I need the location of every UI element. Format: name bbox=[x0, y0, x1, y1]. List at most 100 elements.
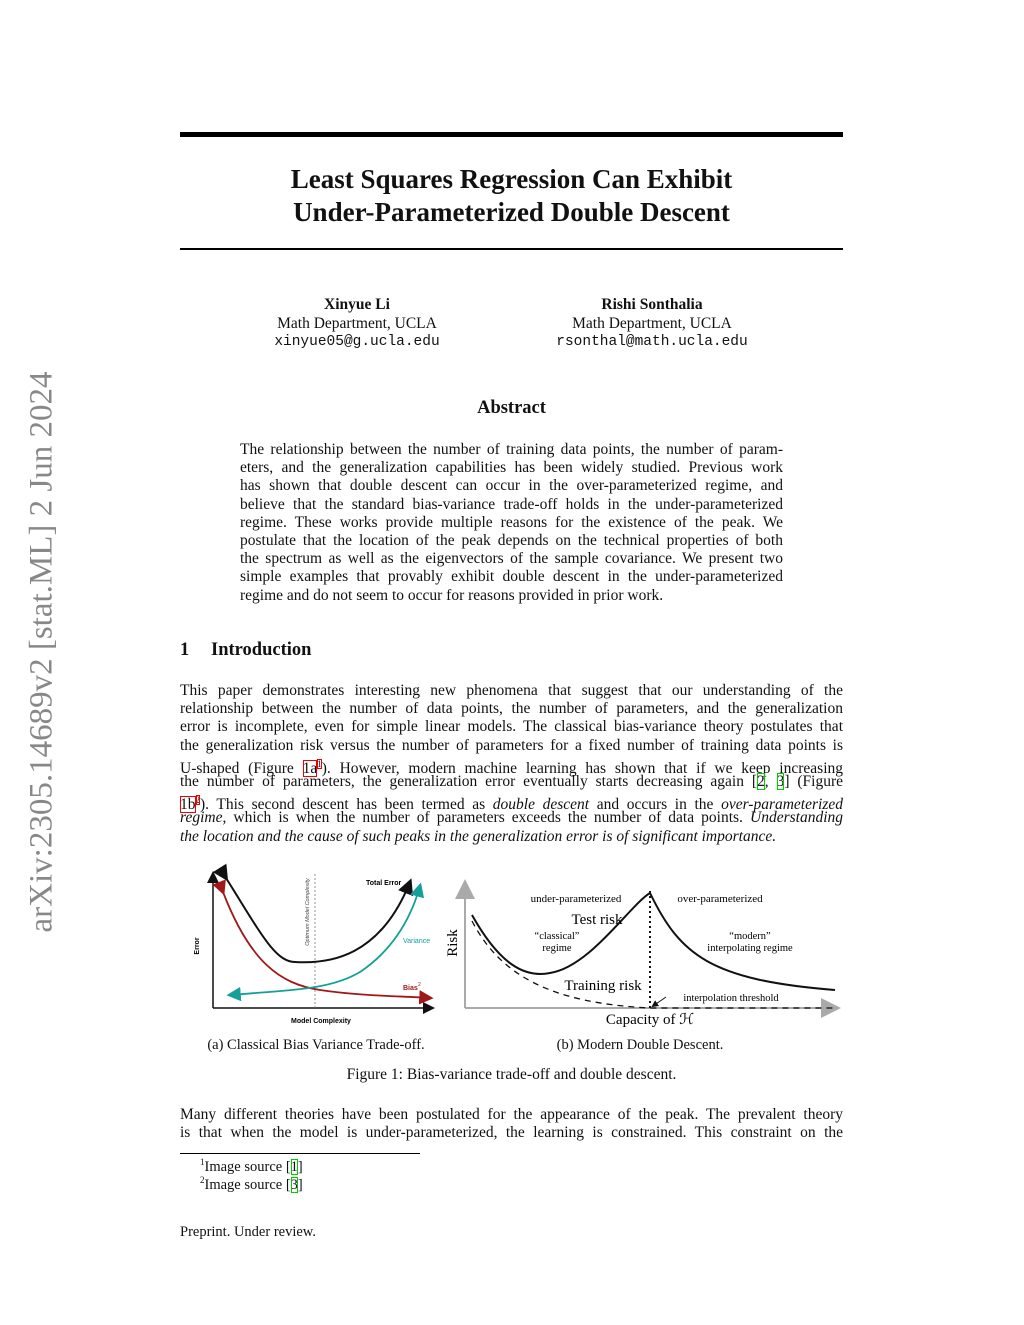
abstract-line: eters, and the generalization capabiliti… bbox=[240, 459, 783, 477]
section-heading: 1 Introduction bbox=[180, 640, 311, 661]
text-span: the number of parameters, the generaliza… bbox=[180, 773, 758, 790]
x-axis-label: Model Complexity bbox=[291, 1018, 351, 1025]
citation-link[interactable]: 1 bbox=[290, 1158, 298, 1175]
label-training-risk: Training risk bbox=[564, 978, 642, 994]
author-name: Xinyue Li bbox=[324, 296, 390, 313]
footnote-text: Image source [ bbox=[204, 1158, 291, 1175]
emphasis-text: Understanding bbox=[750, 809, 843, 827]
author-block: Rishi Sonthalia Math Department, UCLA rs… bbox=[502, 296, 802, 352]
subcaption-a: (a) Classical Bias Variance Trade-off. bbox=[207, 1037, 425, 1053]
x-axis-label: Capacity of ℋ bbox=[606, 1012, 694, 1028]
footnote-link[interactable]: 2 bbox=[195, 795, 200, 806]
footnote: 2Image source [3] bbox=[200, 1175, 303, 1194]
text-span: ). This second descent has been termed a… bbox=[200, 796, 493, 814]
emphasis-text: over-parameterized bbox=[721, 796, 843, 814]
abstract-line: postulate that the location of the peak … bbox=[240, 532, 783, 549]
subcaption-b: (b) Modern Double Descent. bbox=[556, 1037, 724, 1053]
text-span: error is incomplete, even for simple lin… bbox=[180, 718, 843, 736]
section-title: Introduction bbox=[211, 640, 312, 660]
citation-link[interactable]: 2 bbox=[757, 773, 765, 790]
abstract-line: has shown that double descent can occur … bbox=[240, 477, 783, 495]
paragraph-line: error is incomplete, even for simple lin… bbox=[180, 718, 843, 736]
text-span: and occurs in the bbox=[589, 796, 722, 814]
abstract-heading: Abstract bbox=[477, 398, 546, 418]
text-span: is that when the model is under-paramete… bbox=[180, 1124, 843, 1142]
paper-title: Least Squares Regression Can Exhibit Und… bbox=[180, 163, 843, 229]
footnote-rule bbox=[180, 1153, 420, 1154]
paragraph-line: 1b2). This second descent has been terme… bbox=[180, 791, 843, 814]
footnote-link[interactable]: 1 bbox=[317, 758, 322, 769]
paragraph-line: the generalization risk versus the numbe… bbox=[180, 737, 843, 755]
author-name: Rishi Sonthalia bbox=[601, 296, 703, 313]
paragraph-line: the location and the cause of such peaks… bbox=[180, 828, 843, 846]
title-line: Least Squares Regression Can Exhibit bbox=[290, 164, 733, 194]
training-risk-curve bbox=[471, 920, 835, 1009]
text-span: relationship between the number of data … bbox=[180, 700, 843, 718]
threshold-arrow bbox=[651, 996, 667, 1008]
label-bias: Bias bbox=[403, 985, 418, 992]
footnote-text: ] bbox=[297, 1176, 303, 1193]
text-span: ] (Figure bbox=[784, 773, 844, 790]
emphasis-text: double descent bbox=[492, 796, 590, 814]
label-classical-regime: regime bbox=[542, 943, 571, 954]
optimum-label: Optimum Model Complexity bbox=[305, 877, 311, 946]
text-span: This paper demonstrates interesting new … bbox=[180, 682, 843, 699]
title-top-rule bbox=[180, 132, 843, 137]
abstract-line: believe that the standard bias-variance … bbox=[240, 495, 783, 513]
title-bottom-rule bbox=[180, 248, 843, 250]
y-axis-label: Risk bbox=[445, 929, 461, 957]
abstract-line: the spectrum as well as the eigenvectors… bbox=[240, 550, 783, 568]
label-under-parameterized: under-parameterized bbox=[531, 893, 622, 905]
footer-note: Preprint. Under review. bbox=[180, 1224, 316, 1240]
paragraph-line: the number of parameters, the generaliza… bbox=[180, 773, 843, 791]
author-block: Xinyue Li Math Department, UCLA xinyue05… bbox=[207, 296, 507, 352]
variance-curve bbox=[226, 882, 425, 1002]
text-span: U-shaped (Figure bbox=[180, 759, 303, 777]
text-span: , which is when the number of parameters… bbox=[222, 809, 750, 827]
figure-1a-bias-variance: Total Error Variance Bias 2 Model Comple… bbox=[194, 863, 435, 1025]
bias-curve bbox=[212, 879, 434, 1005]
text-span: the generalization risk versus the numbe… bbox=[180, 736, 843, 754]
emphasis-text: regime bbox=[180, 809, 223, 827]
author-email[interactable]: xinyue05@g.ucla.edu bbox=[274, 334, 440, 350]
paragraph-line: relationship between the number of data … bbox=[180, 700, 843, 718]
paragraph-line: is that when the model is under-paramete… bbox=[180, 1124, 843, 1142]
footnote: 1Image source [1] bbox=[200, 1157, 303, 1176]
figure-1b-double-descent: under-parameterized over-parameterized T… bbox=[445, 879, 841, 1028]
test-risk-curve-right bbox=[649, 892, 836, 991]
figure-caption: Figure 1: Bias-variance trade-off and do… bbox=[346, 1066, 677, 1083]
figure-link[interactable]: 1a bbox=[302, 759, 318, 777]
paragraph-line: Many different theories have been postul… bbox=[180, 1106, 843, 1124]
abstract-line: simple examples that provably exhibit do… bbox=[240, 568, 783, 586]
abstract-line: The relationship between the number of t… bbox=[240, 441, 783, 458]
text-span: , bbox=[764, 773, 777, 790]
footnote-number: 2 bbox=[200, 1175, 205, 1185]
paragraph-line: U-shaped (Figure 1a1). However, modern m… bbox=[180, 755, 843, 778]
label-classical: “classical” bbox=[535, 931, 580, 942]
text-span: ). However, modern machine learning has … bbox=[321, 759, 844, 777]
footnote-text: Image source [ bbox=[204, 1176, 291, 1193]
title-line: Under-Parameterized Double Descent bbox=[293, 197, 730, 227]
arxiv-stamp: arXiv:2305.14689v2 [stat.ML] 2 Jun 2024 bbox=[23, 371, 60, 933]
label-over-parameterized: over-parameterized bbox=[677, 893, 763, 905]
abstract-line: regime and do not seem to occur for reas… bbox=[240, 586, 664, 604]
label-modern: “modern” bbox=[729, 931, 771, 942]
label-interpolation-threshold: interpolation threshold bbox=[683, 993, 779, 1004]
test-risk-curve-left bbox=[471, 892, 651, 975]
text-span: Many different theories have been postul… bbox=[180, 1106, 843, 1123]
footnote-number: 1 bbox=[200, 1157, 205, 1167]
label-variance: Variance bbox=[403, 938, 430, 945]
emphasis-text: the location and the cause of such peaks… bbox=[180, 827, 777, 845]
abstract-line: regime. These works provide multiple rea… bbox=[240, 513, 783, 531]
paragraph-line: This paper demonstrates interesting new … bbox=[180, 682, 843, 700]
figure-link[interactable]: 1b bbox=[180, 796, 196, 814]
label-total-error: Total Error bbox=[366, 880, 402, 887]
label-test-risk: Test risk bbox=[571, 912, 623, 928]
section-number: 1 bbox=[180, 640, 190, 660]
author-email[interactable]: rsonthal@math.ucla.edu bbox=[556, 334, 748, 350]
author-affiliation: Math Department, UCLA bbox=[572, 314, 732, 332]
label-bias-sup: 2 bbox=[418, 982, 421, 988]
author-affiliation: Math Department, UCLA bbox=[277, 314, 437, 332]
citation-link[interactable]: 3 bbox=[776, 773, 785, 790]
citation-link[interactable]: 3 bbox=[290, 1176, 298, 1193]
